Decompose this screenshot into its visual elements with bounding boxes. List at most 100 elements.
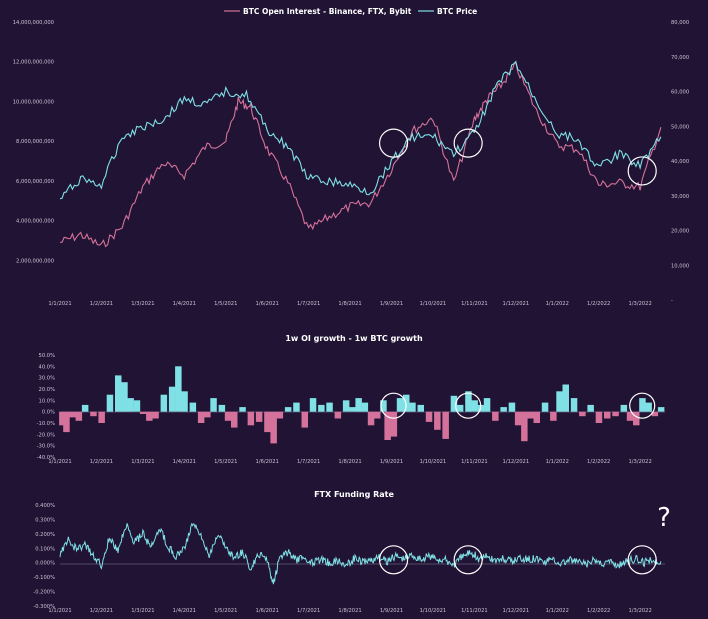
y-tick-label: 4,000,000,000 xyxy=(16,219,54,225)
bar xyxy=(595,411,603,423)
annotation-circle xyxy=(453,128,483,158)
x-axis: 1/1/2021 1/2/2021 1/3/2021 1/4/2021 1/5/2021… xyxy=(48,301,651,307)
x-tick-label: 1/3/2021 xyxy=(131,301,154,307)
bar xyxy=(133,400,141,412)
bar xyxy=(152,411,159,419)
price-series-line xyxy=(59,60,662,200)
bar xyxy=(612,411,619,417)
y-tick-label: -0.200% xyxy=(33,590,55,596)
x-tick-label: 1/4/2021 xyxy=(173,459,196,465)
x-tick-label: 1/2/2021 xyxy=(90,608,113,614)
x-tick-label: 1/1/2022 xyxy=(546,459,569,465)
bar xyxy=(146,411,153,421)
y-axis: 50.0% 40.0% 30.0% 20.0% 10.0% 0.0% -10.0% -20.0… xyxy=(37,353,55,461)
y-tick-label: 10,000 xyxy=(671,263,689,269)
y-tick-label: 10.0% xyxy=(39,398,56,404)
oi-series-line xyxy=(59,61,662,248)
y-tick-label: 10,000,000,000 xyxy=(13,99,54,105)
bar xyxy=(456,404,464,412)
x-tick-label: 1/3/2022 xyxy=(628,459,651,465)
bar xyxy=(367,411,375,426)
y-tick-label: -30.0% xyxy=(37,444,55,450)
bar xyxy=(626,411,634,421)
bar xyxy=(115,375,122,412)
x-tick-label: 1/7/2021 xyxy=(297,608,320,614)
bar xyxy=(527,411,534,419)
bar xyxy=(293,402,300,412)
y-tick-label: 8,000,000,000 xyxy=(16,139,54,145)
y-tick-label: 2,000,000,000 xyxy=(16,258,54,264)
y-axis-left: 14,000,000,000 12,000,000,000 10,000,000,0… xyxy=(13,20,54,264)
bar xyxy=(570,398,578,412)
funding-rate-chart: FTX Funding Rate 0.400% 0.300% 0.200% 0.100… xyxy=(33,490,671,614)
y-tick-label: 14,000,000,000 xyxy=(13,20,54,26)
x-tick-label: 1/5/2021 xyxy=(214,301,237,307)
x-tick-label: 1/9/2021 xyxy=(380,459,403,465)
series-group xyxy=(59,522,662,585)
y-tick-label: 6,000,000,000 xyxy=(16,179,54,185)
x-tick-label: 1/2/2021 xyxy=(90,301,113,307)
x-tick-label: 1/2/2022 xyxy=(587,301,610,307)
bar xyxy=(409,402,416,412)
x-axis: 1/1/2021 1/2/2021 1/3/2021 1/4/2021 1/5/2021… xyxy=(48,459,651,465)
x-tick-label: 1/6/2021 xyxy=(256,459,279,465)
x-tick-label: 1/8/2021 xyxy=(338,459,361,465)
bar xyxy=(218,404,226,412)
bar xyxy=(620,404,628,412)
x-tick-label: 1/4/2021 xyxy=(173,301,196,307)
bar xyxy=(550,411,557,421)
x-tick-label: 1/12/2021 xyxy=(503,608,530,614)
y-tick-label: -0.100% xyxy=(33,575,55,581)
bar xyxy=(175,366,182,412)
bar xyxy=(181,391,188,412)
bar xyxy=(633,411,640,426)
x-tick-label: 1/10/2021 xyxy=(420,459,447,465)
y-tick-label: 0.200% xyxy=(35,532,55,538)
x-tick-label: 1/11/2021 xyxy=(461,608,488,614)
y-tick-label: -0.300% xyxy=(33,604,55,610)
x-tick-label: 1/6/2021 xyxy=(256,301,279,307)
bar xyxy=(380,400,387,412)
y-tick-label: 50,000 xyxy=(671,124,689,130)
x-tick-label: 1/10/2021 xyxy=(420,301,447,307)
series-group xyxy=(59,60,662,248)
y-axis: 0.400% 0.300% 0.200% 0.100% 0.000% -0.100% -0.… xyxy=(33,503,55,610)
x-tick-label: 1/5/2021 xyxy=(214,459,237,465)
annotation-circles xyxy=(378,545,657,575)
bar xyxy=(326,402,333,412)
y-tick-label: 0.100% xyxy=(35,546,55,552)
bar xyxy=(334,411,342,419)
bar xyxy=(396,398,404,412)
y-tick-label: 20,000 xyxy=(671,229,689,235)
y-tick-label: 80,000 xyxy=(671,20,689,26)
annotation-circles xyxy=(380,392,656,419)
y-tick-label: 30,000 xyxy=(671,194,689,200)
x-tick-label: 1/8/2021 xyxy=(338,608,361,614)
bar xyxy=(270,411,277,444)
annotation-circle xyxy=(380,392,407,419)
x-tick-label: 1/12/2021 xyxy=(503,459,530,465)
annotation-circle xyxy=(455,392,482,419)
y-axis-right: 80,000 70,000 60,000 50,000 40,000 30,000 20,0… xyxy=(671,20,689,304)
y-tick-label: 0.300% xyxy=(35,517,55,523)
x-tick-label: 1/9/2021 xyxy=(380,301,403,307)
bar xyxy=(587,404,594,412)
bar xyxy=(442,411,449,439)
x-tick-label: 1/10/2021 xyxy=(420,608,447,614)
bar xyxy=(579,411,586,417)
x-tick-label: 1/2/2021 xyxy=(90,459,113,465)
bar xyxy=(127,398,134,412)
bar xyxy=(417,404,424,412)
bar xyxy=(98,411,105,423)
bar xyxy=(425,411,433,422)
bar xyxy=(645,402,652,412)
annotation-circle xyxy=(629,392,656,419)
y-tick-label: 70,000 xyxy=(671,55,689,61)
bar xyxy=(556,391,563,412)
bar xyxy=(450,395,458,412)
bar xyxy=(276,411,284,419)
y-tick-label: 60,000 xyxy=(671,90,689,96)
question-mark: ? xyxy=(657,503,671,533)
